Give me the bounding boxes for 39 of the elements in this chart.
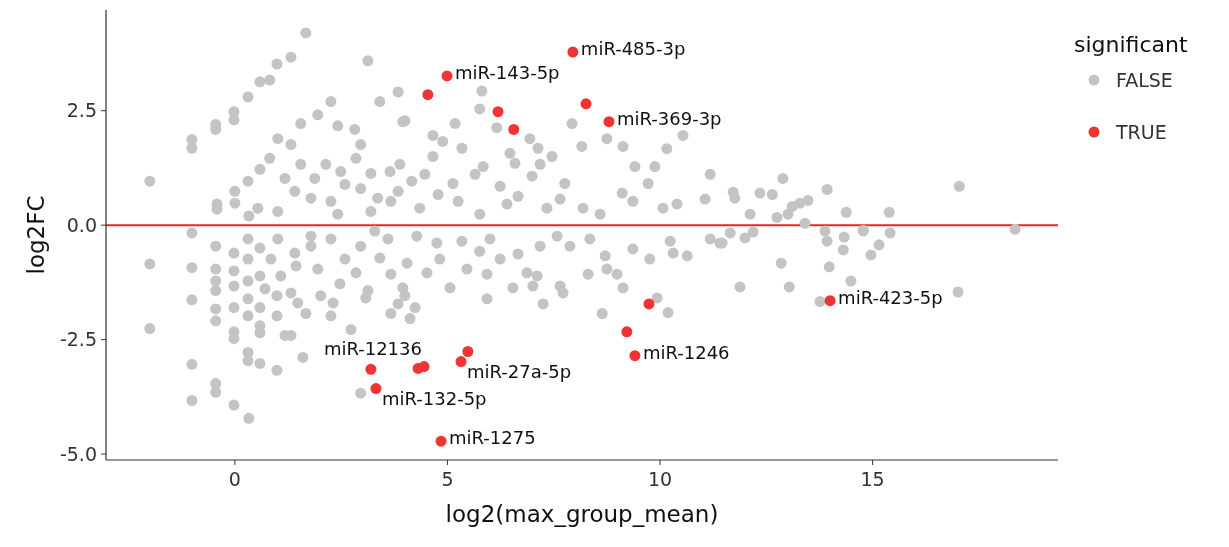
x-tick-label: 5 [441, 468, 454, 490]
point [422, 89, 434, 101]
point [412, 362, 424, 374]
point [435, 435, 447, 447]
x-tick-label: 0 [228, 468, 241, 490]
point [580, 98, 592, 110]
point [824, 295, 836, 307]
legend-label: TRUE [1115, 120, 1167, 143]
annotation: miR-485-3p [580, 38, 686, 60]
point [455, 356, 467, 368]
annotation: miR-143-5p [455, 61, 560, 83]
legend-label: FALSE [1116, 68, 1173, 91]
annotation: miR-132-5p [382, 387, 487, 409]
point [603, 116, 615, 128]
annotation: miR-1275 [449, 427, 536, 449]
y-tick-label: 2.5 [66, 99, 97, 122]
point [370, 383, 382, 395]
y-tick-label: -5.0 [59, 442, 97, 465]
point [508, 123, 520, 135]
point [441, 70, 453, 82]
point [462, 346, 474, 357]
annotation: miR-1246 [642, 341, 730, 363]
legend-title: significant [1074, 32, 1188, 57]
point [365, 363, 377, 375]
point [629, 350, 641, 362]
point [567, 46, 579, 58]
x-axis-title: log2(max_group_mean) [445, 501, 719, 527]
y-axis-title: log2FC [23, 195, 49, 275]
x-tick-label: 15 [860, 468, 885, 490]
y-tick-label: -2.5 [59, 328, 97, 351]
annotation: miR-369-3p [617, 107, 722, 129]
y-tick-label: 0.0 [66, 213, 97, 236]
point [643, 298, 655, 310]
x-tick-label: 10 [647, 468, 673, 490]
annotation: miR-423-5p [838, 286, 943, 308]
annotation: miR-27a-5p [467, 360, 572, 382]
annotation: miR-12136 [323, 338, 422, 360]
point [492, 106, 504, 118]
point [621, 326, 633, 338]
